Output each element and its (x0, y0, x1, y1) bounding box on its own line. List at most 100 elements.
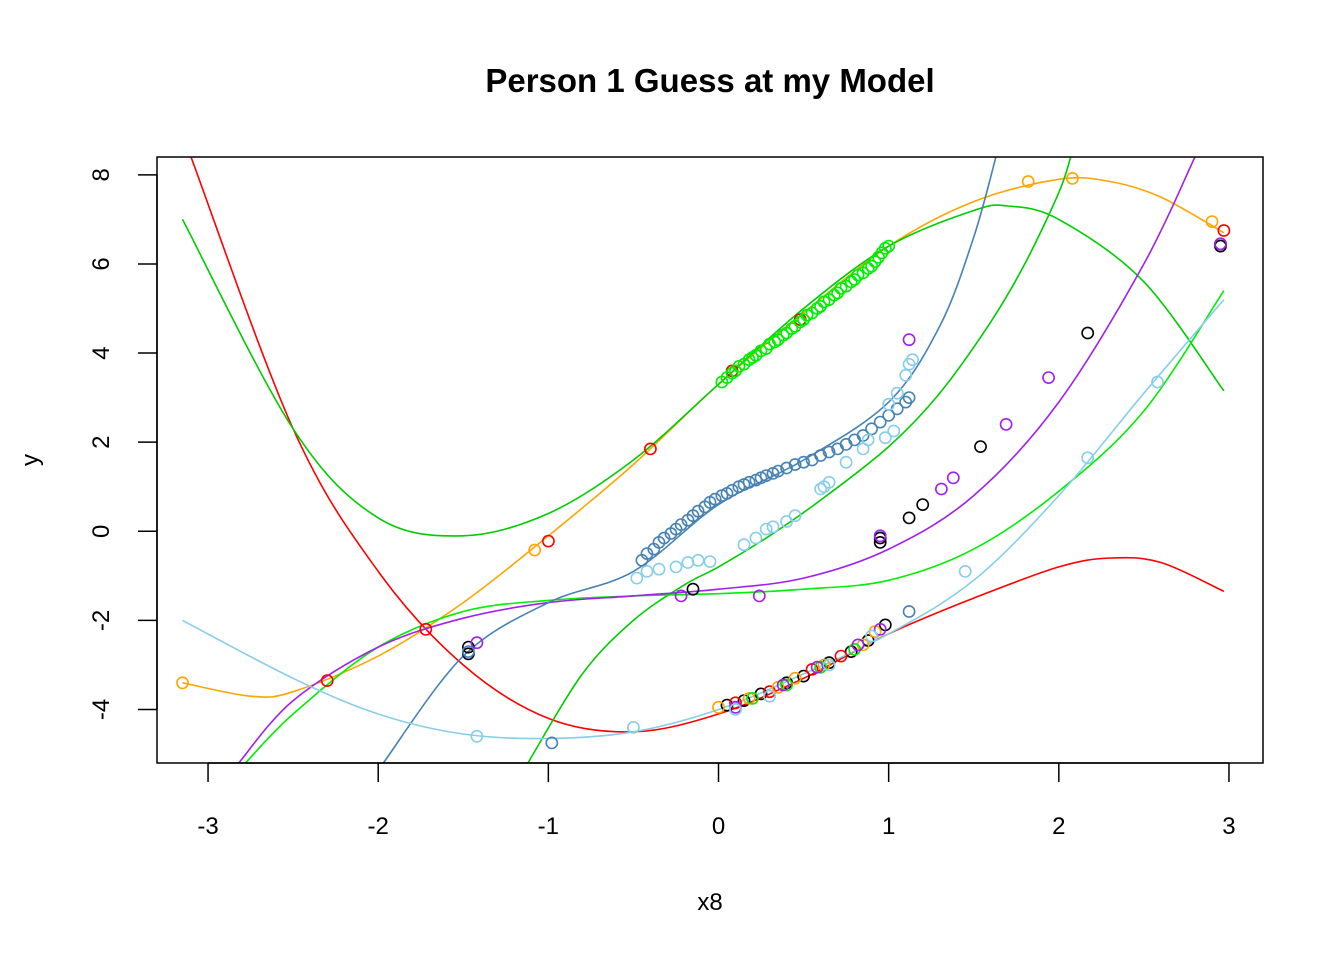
x-axis-label: x8 (697, 889, 722, 916)
data-point (742, 692, 756, 705)
data-point (669, 560, 683, 574)
data-point (873, 415, 887, 429)
data-point (814, 660, 827, 674)
data-point (1151, 375, 1164, 389)
data-point (780, 515, 793, 528)
data-point (878, 431, 892, 445)
fitted-curve-8 (182, 299, 1225, 740)
y-tick-label: 2 (88, 436, 115, 449)
data-point (776, 678, 790, 692)
data-point (788, 458, 802, 471)
data-point (461, 645, 475, 658)
data-point (851, 638, 865, 652)
x-tick-label: 0 (712, 813, 725, 840)
data-point (887, 424, 901, 438)
data-point (916, 498, 930, 511)
fitted-curve-4 (527, 157, 1072, 763)
data-point (902, 333, 916, 347)
data-point (1021, 175, 1035, 188)
data-point (873, 529, 887, 543)
data-point (844, 275, 858, 289)
data-point (752, 589, 766, 603)
data-point (470, 729, 484, 743)
y-tick-label: 6 (88, 257, 115, 270)
data-point (176, 676, 189, 690)
x-tick-label: -3 (197, 813, 218, 840)
data-points (176, 171, 1231, 750)
data-point (882, 239, 896, 253)
data-point (902, 511, 916, 525)
data-point (737, 538, 751, 552)
fitted-curve-2 (182, 176, 1225, 698)
data-point (729, 703, 742, 716)
data-point (797, 669, 810, 683)
data-point (691, 553, 705, 567)
data-point (834, 649, 848, 663)
x-tick-label: -2 (368, 813, 389, 840)
data-point (749, 531, 763, 545)
data-point (742, 475, 756, 489)
data-point (763, 689, 776, 703)
data-point (419, 622, 433, 636)
data-point (873, 622, 887, 636)
data-point (759, 522, 773, 536)
data-point (999, 417, 1013, 431)
data-point (814, 482, 827, 496)
chart-title: Person 1 Guess at my Model (485, 62, 934, 99)
data-point (1042, 371, 1055, 384)
data-point (681, 556, 695, 569)
data-point (810, 660, 824, 674)
y-axis: -4 -2 0 2 4 6 8 (88, 168, 158, 720)
data-point (906, 353, 919, 367)
data-point (780, 461, 793, 475)
data-point (542, 534, 555, 548)
data-point (902, 605, 916, 618)
data-point (746, 692, 759, 705)
data-point (630, 571, 644, 585)
data-point (703, 555, 717, 568)
data-point (785, 322, 799, 335)
x-axis: -3 -2 -1 0 1 2 3 (197, 762, 1236, 840)
data-point (691, 504, 705, 518)
data-point (839, 455, 853, 469)
data-point (640, 547, 654, 560)
fitted-curve-6 (238, 157, 1196, 763)
data-point (470, 636, 484, 650)
data-point (686, 582, 700, 596)
data-point (640, 565, 654, 578)
data-point (644, 442, 657, 456)
data-point (793, 315, 807, 329)
data-point (861, 433, 875, 447)
data-point (890, 386, 904, 400)
data-point (771, 464, 785, 478)
data-point (899, 368, 913, 382)
x-tick-label: -1 (538, 813, 559, 840)
fitted-curves (181, 157, 1225, 763)
data-point (712, 700, 725, 714)
data-point (320, 674, 334, 687)
data-point (1205, 215, 1219, 228)
data-point (1081, 326, 1095, 340)
data-point (780, 678, 793, 692)
data-point (839, 437, 853, 451)
data-point (902, 391, 916, 404)
y-tick-label: -2 (88, 610, 115, 631)
data-point (882, 397, 896, 411)
data-point (674, 518, 688, 531)
data-point (935, 482, 948, 496)
data-point (1214, 237, 1227, 251)
data-point (814, 449, 827, 462)
data-point (1081, 451, 1095, 465)
data-point (974, 440, 987, 453)
data-point (528, 543, 542, 557)
data-point (1217, 224, 1231, 237)
data-point (946, 471, 960, 485)
x-tick-label: 2 (1052, 813, 1065, 840)
data-point (759, 469, 773, 482)
y-tick-label: 8 (88, 168, 115, 181)
y-tick-label: 4 (88, 346, 115, 359)
y-tick-label: 0 (88, 525, 115, 538)
data-point (797, 455, 810, 469)
data-point (788, 509, 802, 523)
